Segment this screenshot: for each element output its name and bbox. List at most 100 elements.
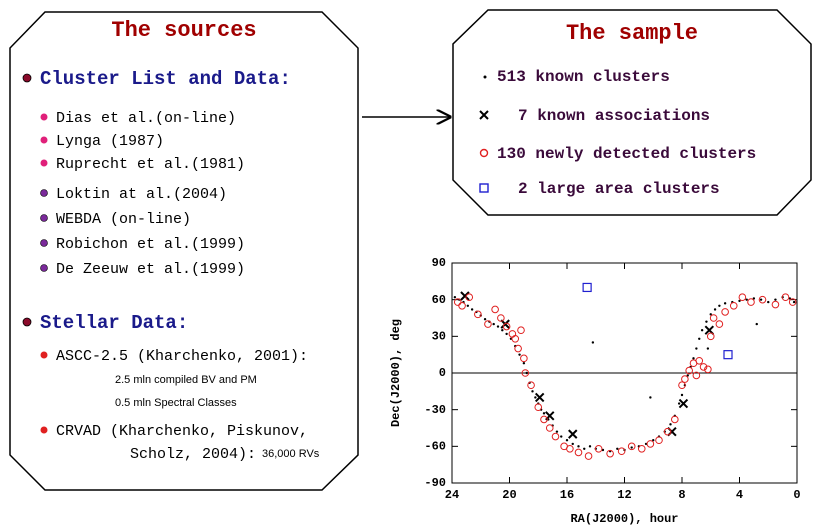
point — [466, 304, 470, 307]
point — [678, 381, 686, 390]
point — [685, 366, 693, 375]
y-tick-label: -30 — [424, 403, 446, 417]
x-tick-label: 24 — [445, 488, 459, 502]
symbol-dot — [483, 75, 487, 79]
point — [699, 363, 708, 371]
x-tick-label: 0 — [793, 488, 800, 502]
y-tick-label: 30 — [432, 330, 446, 344]
point — [534, 403, 543, 412]
point — [616, 447, 619, 450]
point — [508, 330, 517, 338]
cluster-source: De Zeeuw et al.(1999) — [56, 261, 245, 278]
bullet — [40, 239, 48, 247]
point — [704, 365, 712, 374]
point — [705, 320, 708, 323]
point — [518, 353, 521, 356]
point — [655, 436, 663, 445]
bullet — [22, 317, 32, 327]
point — [520, 354, 528, 363]
point — [527, 381, 535, 390]
sample-box — [452, 9, 812, 216]
bullet — [40, 136, 48, 144]
point — [788, 298, 797, 306]
x-tick-label: 8 — [678, 488, 685, 502]
sample-item: 130 newly detected clusters — [497, 145, 756, 163]
point — [677, 402, 681, 405]
point — [767, 300, 770, 304]
y-axis-label: Dec(J2000), deg — [389, 319, 403, 427]
y-tick-label: -60 — [424, 440, 446, 454]
x-tick-label: 12 — [617, 488, 631, 502]
bullet — [40, 159, 48, 167]
bullet — [40, 214, 48, 222]
point — [646, 440, 655, 448]
point — [483, 318, 487, 321]
point — [453, 298, 462, 306]
cluster-source: Ruprecht et al.(1981) — [56, 156, 245, 173]
point — [574, 448, 583, 457]
point — [588, 445, 592, 448]
point — [591, 341, 595, 344]
point — [771, 300, 780, 309]
point — [792, 300, 796, 304]
point — [566, 444, 574, 453]
symbol-square — [479, 183, 489, 193]
point — [617, 447, 626, 456]
bullet — [40, 351, 48, 359]
bullet — [40, 113, 48, 121]
point — [484, 320, 492, 328]
point — [630, 446, 633, 449]
point — [531, 390, 534, 393]
point — [713, 308, 717, 311]
point — [752, 297, 756, 300]
point — [774, 298, 777, 301]
point — [560, 435, 563, 438]
point — [781, 293, 790, 302]
bullet — [40, 426, 48, 434]
point — [709, 313, 712, 316]
point — [453, 296, 457, 299]
y-tick-label: 0 — [439, 366, 446, 380]
sample-item: 2 large area clusters — [518, 180, 720, 198]
point — [545, 424, 554, 432]
point — [706, 332, 715, 341]
point — [584, 452, 593, 460]
point — [606, 449, 614, 458]
point — [627, 442, 636, 451]
cluster-source: Robichon et al.(1999) — [56, 236, 245, 253]
point — [758, 295, 767, 304]
point — [649, 396, 652, 399]
stellar-source: ASCC-2.5 (Kharchenko, 2001): — [56, 348, 308, 365]
point — [470, 308, 474, 311]
point — [525, 371, 528, 375]
stellar-note: 0.5 mln Spectral Classes — [115, 397, 237, 409]
point — [680, 393, 684, 397]
point — [678, 398, 689, 409]
point — [522, 362, 526, 365]
point — [594, 444, 603, 453]
point — [501, 329, 504, 332]
point — [755, 322, 758, 326]
cluster-source: Loktin at al.(2004) — [56, 186, 227, 203]
y-tick-label: 90 — [432, 256, 446, 270]
scatter-plot: 24 20 16 12 8 4 0 -90 -60 -30 0 30 60 90 RA(J2000), ho… — [389, 256, 800, 526]
point — [700, 329, 704, 332]
point — [718, 304, 721, 307]
point — [709, 314, 718, 322]
sources-box — [9, 11, 359, 491]
point — [491, 305, 499, 314]
point — [721, 308, 729, 316]
point — [555, 430, 559, 433]
bullet — [40, 264, 48, 272]
point — [542, 412, 546, 415]
sources-title: The sources — [111, 18, 256, 43]
point — [568, 429, 578, 439]
stellar-note: 2.5 mln compiled BV and PM — [115, 374, 257, 386]
point — [514, 344, 522, 353]
point — [686, 374, 689, 377]
sample-item: 7 known associations — [518, 107, 710, 125]
point — [723, 302, 727, 305]
point — [698, 337, 701, 340]
